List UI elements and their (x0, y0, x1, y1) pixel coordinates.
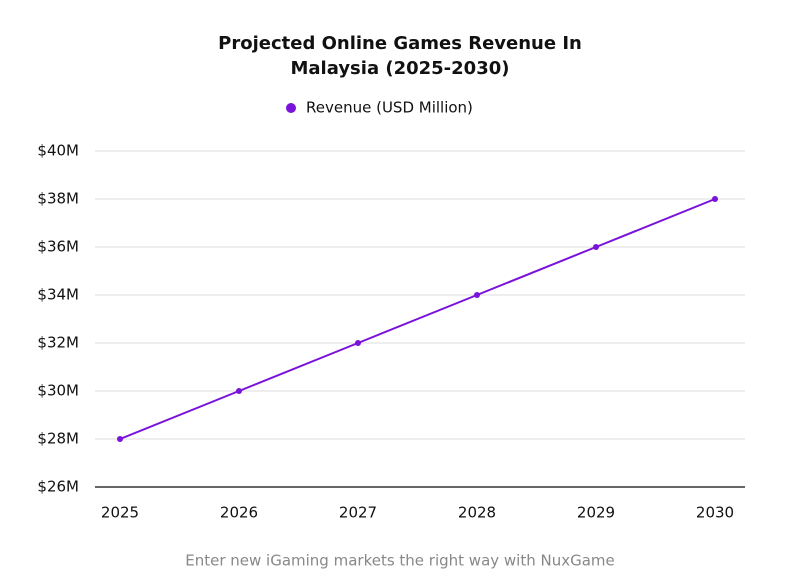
y-tick-label: $28M (37, 430, 79, 448)
x-tick-label: 2026 (220, 504, 258, 522)
x-tick-label: 2027 (339, 504, 377, 522)
point (474, 292, 480, 298)
point (117, 436, 123, 442)
y-tick-label: $32M (37, 334, 79, 352)
point (355, 340, 361, 346)
legend-label: Revenue (USD Million) (306, 99, 473, 117)
line (119, 198, 716, 440)
x-tick-label: 2029 (577, 504, 615, 522)
y-tick-label: $34M (37, 286, 79, 304)
x-tick-label: 2030 (696, 504, 734, 522)
y-tick-label: $40M (37, 142, 79, 160)
y-tick-label: $26M (37, 478, 79, 496)
legend-marker (286, 103, 296, 113)
chart-title: Projected Online Games Revenue In (218, 33, 582, 54)
x-tick-label: 2028 (458, 504, 496, 522)
y-tick-label: $38M (37, 190, 79, 208)
point (593, 244, 599, 250)
x-tick-label: 2025 (101, 504, 139, 522)
point (712, 196, 718, 202)
caption: Enter new iGaming markets the right way … (185, 552, 615, 570)
y-tick-label: $30M (37, 382, 79, 400)
point (236, 388, 242, 394)
y-tick-label: $36M (37, 238, 79, 256)
chart-title: Malaysia (2025-2030) (291, 58, 510, 79)
